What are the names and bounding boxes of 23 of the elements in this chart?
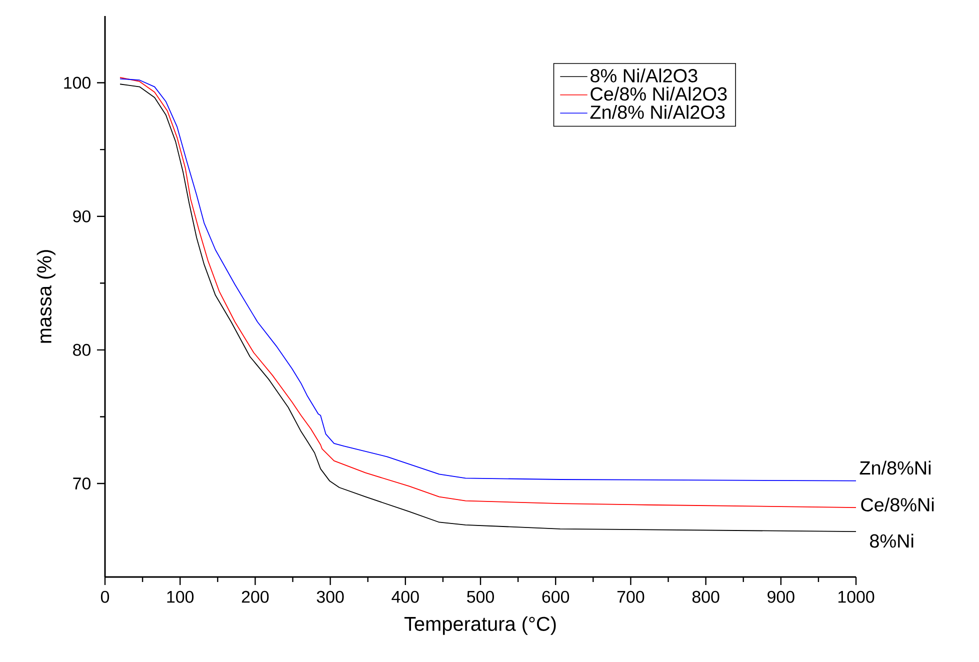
- legend-label: 8% Ni/Al2O3: [590, 68, 698, 82]
- text: Ce/8%Ni: [861, 498, 934, 512]
- y-axis-title: massa (%): [36, 250, 56, 343]
- legend-label: Ce/8% Ni/Al2O3: [590, 86, 727, 101]
- x-tick-label: 200: [242, 590, 269, 603]
- text: 8%Ni: [870, 534, 914, 548]
- x-tick-label: 100: [167, 590, 194, 603]
- x-tick-label: 900: [768, 590, 794, 603]
- y-tick-label: 90: [73, 210, 90, 222]
- text: Zn/8%Ni: [860, 460, 930, 475]
- y-tick-label: 80: [73, 344, 90, 356]
- x-tick-label: 400: [392, 590, 419, 603]
- x-tick-label: 300: [316, 590, 344, 603]
- x-tick-label: 700: [617, 590, 644, 603]
- x-tick-label: 1000: [838, 590, 874, 603]
- y-tick-label: 100: [64, 76, 90, 89]
- x-tick-label: 800: [692, 590, 720, 603]
- legend-label: Zn/8% Ni/Al2O3: [590, 104, 725, 119]
- x-tick-label: 0: [100, 590, 110, 603]
- x-tick-label: 500: [467, 590, 494, 603]
- x-tick-label: 600: [542, 590, 570, 603]
- y-tick-label: 70: [73, 478, 90, 490]
- x-axis-title: Temperatura (°C): [404, 616, 556, 635]
